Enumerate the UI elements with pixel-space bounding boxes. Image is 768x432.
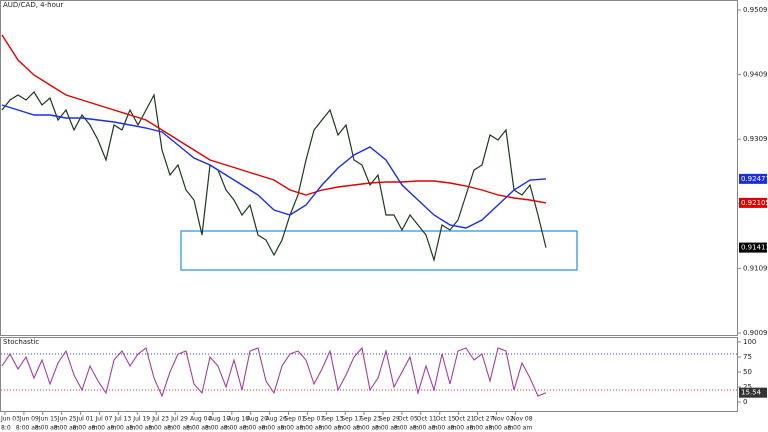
x-tick-label: Jul 07 (95, 416, 113, 423)
x-tick-label: Aug 04 (190, 416, 211, 423)
x-tick-label: Sep 23 (360, 416, 381, 423)
x-time-label: 8:00 am (186, 425, 211, 432)
x-time-label: 8:00 am (129, 425, 154, 432)
x-time-label: 8:00 am (148, 425, 173, 432)
x-tick-label: Jun 09 (19, 416, 39, 423)
x-tick-label: Sep 13 (322, 416, 343, 423)
x-tick-label: Jul 13 (113, 416, 131, 423)
x-tick-label: Aug 20 (247, 416, 268, 423)
x-tick-label: Aug 26 (266, 416, 287, 423)
x-time-label: 8:00 am (375, 425, 400, 432)
x-time-label: 8:00 am (507, 425, 532, 432)
chart-title: AUD/CAD, 4-hour (3, 1, 63, 9)
stoch-label-box (739, 387, 767, 398)
price-label: 0.91413 (741, 244, 768, 252)
price-label-box (739, 173, 767, 184)
x-tick-label: Oct 21 (455, 416, 475, 423)
x-tick-label: Oct 05 (398, 416, 418, 423)
x-tick-label: Sep 29 (379, 416, 400, 423)
moving-average (1, 104, 547, 229)
x-time-label: 8:00 am (451, 425, 476, 432)
x-time-label: 8:00 am (243, 425, 268, 432)
x-time-label: 8:00 am (470, 425, 495, 432)
price-line (1, 91, 547, 263)
y-tick-label: 0.91091 (743, 264, 768, 272)
x-time-label: 8:00 am (35, 425, 60, 432)
x-tick-label: Jun 15 (38, 416, 58, 423)
y-tick-label: 0.95091 (743, 6, 768, 14)
x-time-label: 8:00 am (224, 425, 249, 432)
x-tick-label: Aug 16 (228, 416, 249, 423)
price-label-box (739, 197, 767, 208)
x-time-label: 8:00 am (394, 425, 419, 432)
x-time-label: 8:00 am (73, 425, 98, 432)
x-time-label: 8:00 am (488, 425, 513, 432)
x-tick-label: Jul 19 (132, 416, 150, 423)
y-tick-label: 0.93091 (743, 135, 768, 143)
x-time-label: 8:00 am (337, 425, 362, 432)
x-tick-label: Sep 17 (341, 416, 362, 423)
x-tick-label: Aug 10 (209, 416, 230, 423)
stoch-label: 15.54 (741, 389, 762, 397)
x-tick-label: Oct 15 (436, 416, 456, 423)
x-tick-label: Oct 11 (417, 416, 437, 423)
x-time-label: 8:00 am (262, 425, 287, 432)
x-time-label: 8:00 am (281, 425, 306, 432)
price-panel-frame (0, 0, 738, 336)
x-tick-label: Jun 03 (0, 416, 20, 423)
x-tick-label: Jul 01 (76, 416, 94, 423)
x-tick-label: Oct 27 (474, 416, 494, 423)
y-tick-label: 0.90091 (743, 329, 768, 337)
stochastic-line (1, 346, 547, 398)
x-tick-label: Jul 23 (151, 416, 169, 423)
stochastic-panel-frame (0, 337, 738, 412)
stoch-y-tick-label: 25 (743, 383, 752, 391)
x-tick-label: Sep 07 (303, 416, 324, 423)
moving-average (1, 34, 547, 204)
x-time-label: 8:00 am (299, 425, 324, 432)
x-tick-label: Sep 01 (285, 416, 306, 423)
x-time-label: 8:00 am (92, 425, 117, 432)
x-time-label: 8:00 am (167, 425, 192, 432)
x-tick-label: Jul 29 (170, 416, 188, 423)
y-tick-label: 0.94091 (743, 71, 768, 79)
x-time-label: 8:00 am (205, 425, 230, 432)
x-time-label: 8:0 (1, 425, 11, 432)
price-label-box (739, 242, 767, 253)
x-tick-label: Nov 02 (492, 416, 513, 423)
x-time-label: 8:00 am (110, 425, 135, 432)
stoch-y-tick-label: 50 (743, 368, 752, 376)
x-tick-label: Jun 25 (57, 416, 77, 423)
price-label: 0.92105 (741, 199, 768, 207)
x-time-label: 8:00 am (54, 425, 79, 432)
x-tick-label: Nov 08 (511, 416, 532, 423)
x-time-label: 8:00 am (318, 425, 343, 432)
x-time-label: 8:00 am (432, 425, 457, 432)
support-box (180, 230, 578, 271)
stochastic-title: Stochastic (3, 338, 39, 346)
x-time-label: 8:00 am (413, 425, 438, 432)
stoch-y-tick-label: 0 (743, 398, 747, 406)
price-label: 0.92477 (741, 175, 768, 183)
stoch-y-tick-label: 75 (743, 353, 752, 361)
stoch-y-tick-label: 100 (743, 338, 756, 346)
x-time-label: 8:00 am (16, 425, 41, 432)
x-time-label: 8:00 am (356, 425, 381, 432)
